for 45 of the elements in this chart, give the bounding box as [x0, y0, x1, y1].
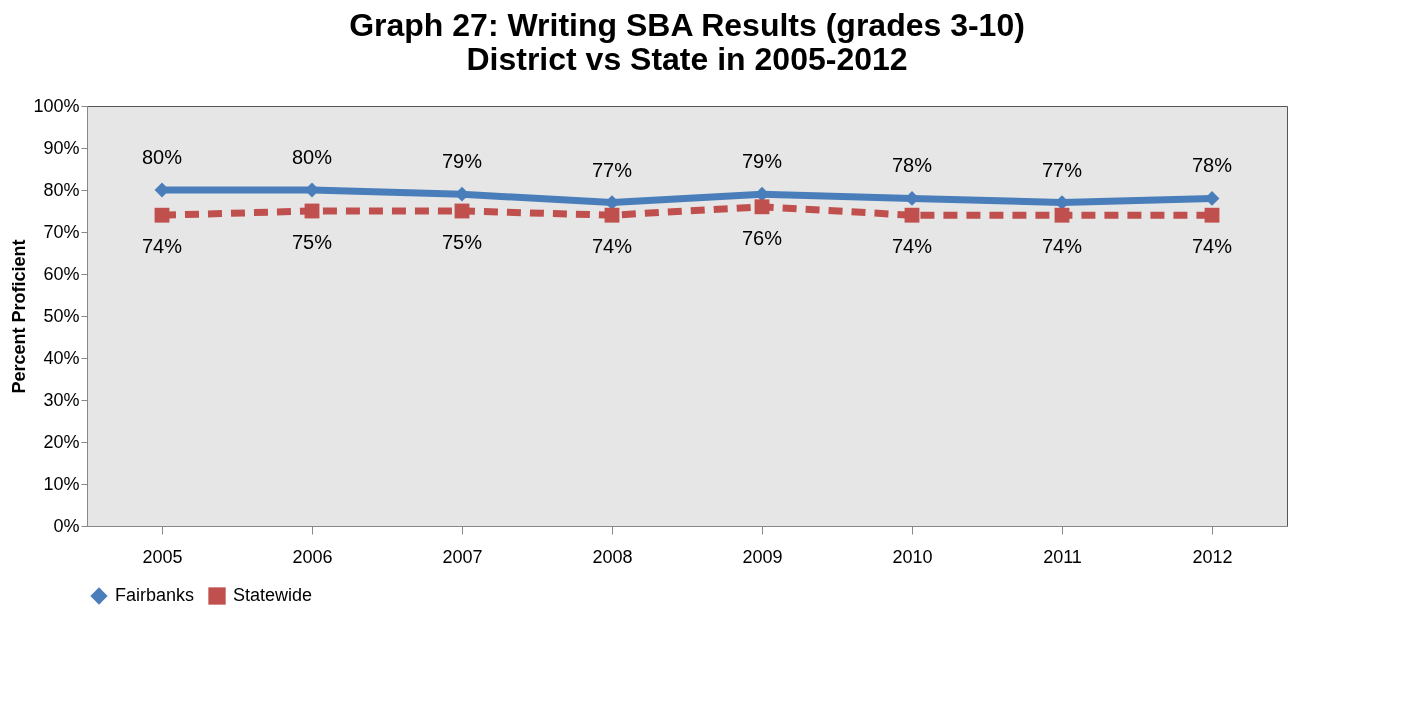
y-tick-label: 0% — [53, 515, 80, 536]
legend-label: Fairbanks — [115, 585, 195, 605]
x-tick-label: 2011 — [1043, 546, 1082, 567]
data-label: 77% — [1041, 158, 1083, 181]
y-tick-label: 90% — [43, 137, 80, 158]
data-label: 75% — [291, 231, 333, 253]
x-tick-label: 2005 — [142, 546, 183, 567]
data-label: 78% — [1191, 154, 1233, 177]
data-label: 77% — [591, 158, 633, 181]
data-label: 75% — [441, 231, 483, 253]
y-tick-label: 30% — [43, 389, 80, 410]
data-label: 79% — [441, 150, 483, 173]
y-tick-label: 10% — [43, 473, 80, 494]
point — [1204, 207, 1220, 223]
y-tick-label: 70% — [43, 221, 80, 242]
data-label: 74% — [591, 235, 633, 258]
point — [154, 207, 170, 223]
point — [604, 207, 620, 223]
x-tick-label: 2007 — [442, 546, 483, 567]
data-label: 76% — [741, 226, 783, 249]
data-label: 78% — [891, 154, 933, 177]
data-label: 74% — [1191, 235, 1233, 258]
data-label: 79% — [741, 150, 783, 173]
x-tick-label: 2012 — [1192, 546, 1233, 567]
point — [1054, 207, 1070, 223]
x-tick-label: 2010 — [892, 546, 933, 567]
data-label: 80% — [141, 146, 183, 168]
y-tick-label: 60% — [43, 263, 80, 284]
y-axis-title: Percent Proficient — [9, 239, 30, 394]
legend-label: Statewide — [233, 585, 313, 605]
y-tick-label: 100% — [33, 95, 80, 116]
y-tick-label: 80% — [43, 179, 80, 200]
data-label: 74% — [141, 235, 183, 258]
y-tick-label: 20% — [43, 431, 80, 452]
x-tick-label: 2008 — [592, 546, 633, 567]
point — [904, 207, 920, 223]
y-tick-label: 40% — [43, 347, 80, 368]
y-tick-label: 50% — [43, 305, 80, 326]
point — [754, 199, 770, 215]
data-label: 74% — [1041, 235, 1083, 258]
x-tick-label: 2009 — [742, 546, 783, 567]
data-label: 74% — [891, 235, 933, 258]
data-label: 80% — [291, 146, 333, 168]
x-tick-label: 2006 — [292, 546, 333, 567]
chart-title: Graph 27: Writing SBA Results (grades 3-10) District vs State in 2005-2012 — [349, 7, 1025, 77]
